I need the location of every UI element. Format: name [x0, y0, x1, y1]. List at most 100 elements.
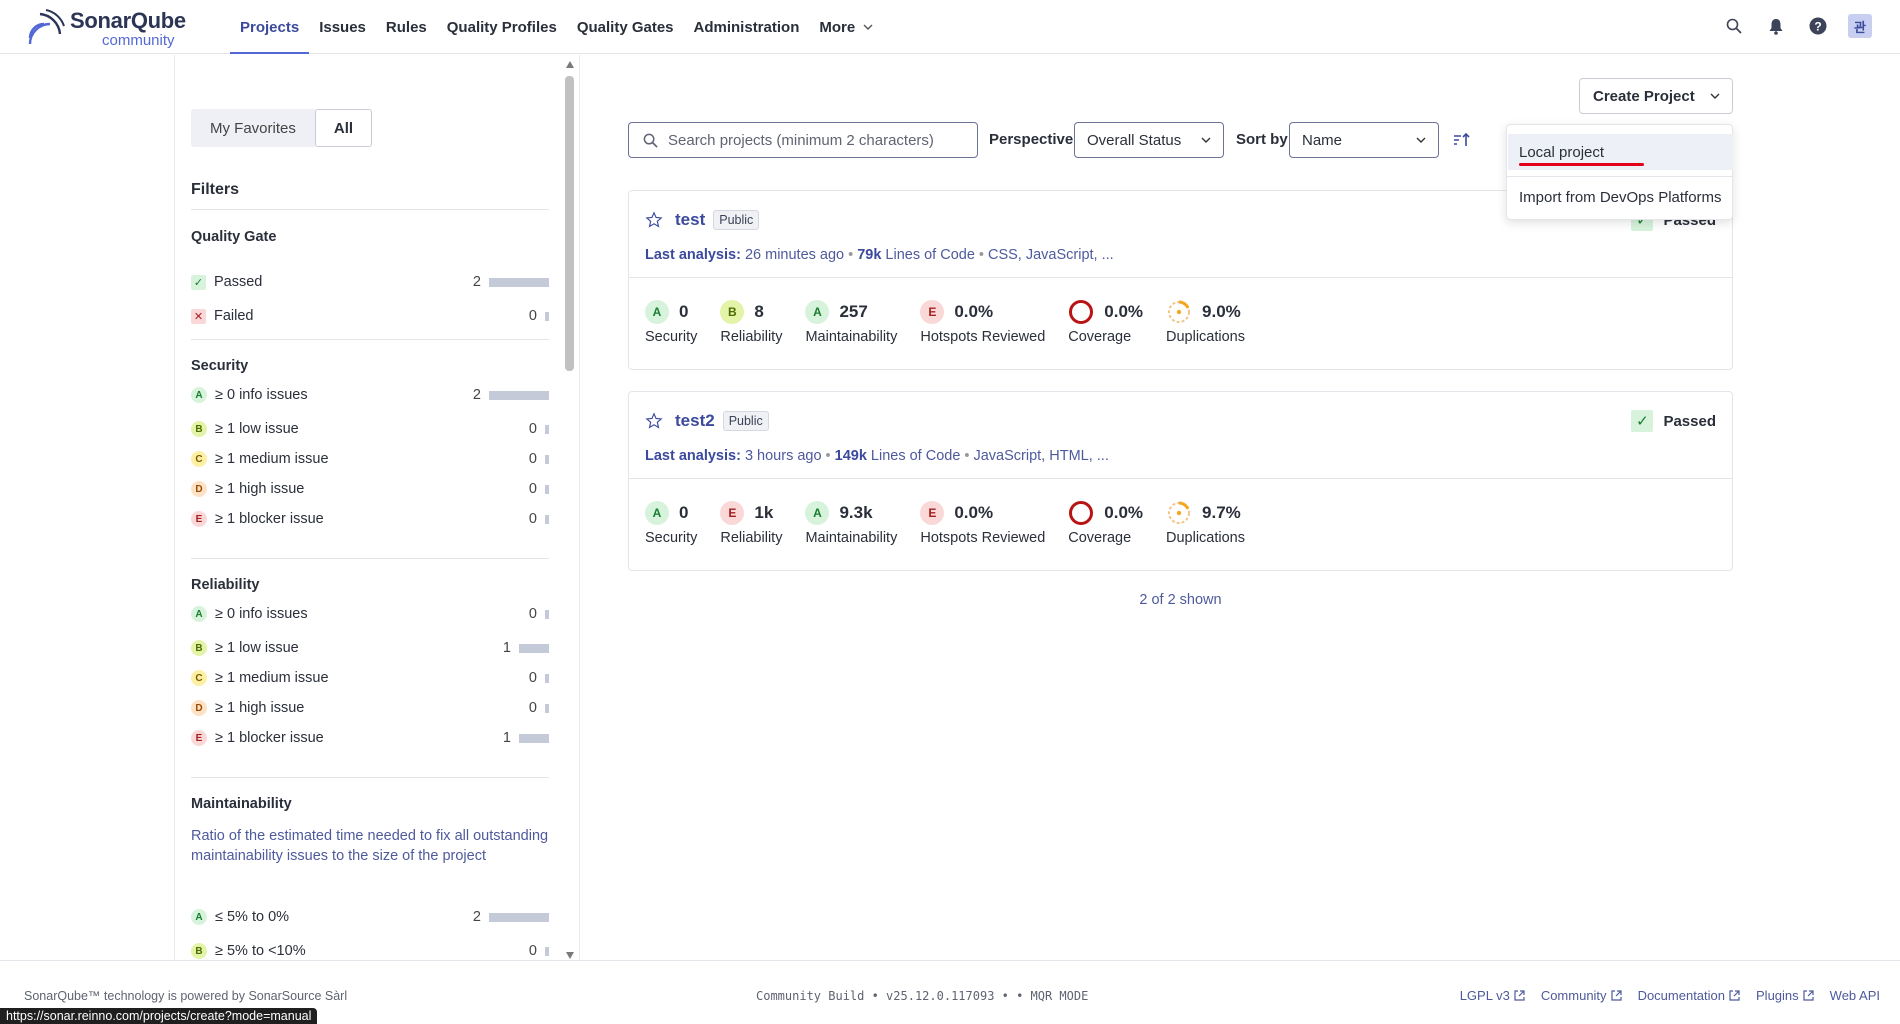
facet-label: ≥ 1 high issue	[215, 481, 305, 497]
sidebar-scrollbar[interactable]	[565, 61, 575, 959]
metric-label: Security	[645, 530, 698, 546]
facet-description: Ratio of the estimated time needed to fi…	[191, 828, 549, 864]
metric-maintainability[interactable]: A 257 Maintainability	[805, 299, 897, 345]
metric-security[interactable]: A 0 Security	[645, 500, 697, 546]
project-name-link[interactable]: test	[675, 210, 706, 229]
metric-value: 0	[679, 302, 689, 321]
footer-link-web-api[interactable]: Web API	[1829, 988, 1880, 1003]
main-nav: Projects Issues Rules Quality Profiles Q…	[230, 0, 883, 54]
metric-label: Reliability	[720, 530, 783, 546]
perspective-select[interactable]: Overall Status	[1074, 122, 1224, 158]
nav-quality-gates[interactable]: Quality Gates	[576, 18, 674, 36]
nav-quality-profiles[interactable]: Quality Profiles	[446, 18, 557, 36]
divider	[191, 209, 549, 210]
search-icon	[643, 133, 658, 148]
check-icon: ✓	[1631, 410, 1654, 432]
visibility-badge: Public	[713, 210, 760, 230]
metric-label: Duplications	[1166, 530, 1246, 546]
metric-hotspots-reviewed[interactable]: E 0.0% Hotspots Reviewed	[920, 299, 1045, 345]
nav-issues[interactable]: Issues	[319, 18, 366, 36]
nav-rules[interactable]: Rules	[385, 18, 427, 36]
create-project-button[interactable]: Create Project	[1579, 78, 1733, 114]
metric-duplications[interactable]: 9.0% Duplications	[1166, 299, 1245, 345]
scrollbar-thumb[interactable]	[565, 76, 574, 371]
sort-value: Name	[1302, 131, 1343, 149]
facet-label: ≥ 0 info issues	[215, 387, 308, 403]
metric-label: Reliability	[720, 329, 783, 345]
metric-coverage[interactable]: 0.0% Coverage	[1068, 299, 1143, 345]
facet-label: ≥ 0 info issues	[215, 606, 308, 622]
facet-bar	[489, 390, 549, 400]
footer-link-community[interactable]: Community	[1541, 988, 1622, 1003]
loc-label: Lines of Code	[870, 448, 961, 464]
metric-security[interactable]: A 0 Security	[645, 299, 697, 345]
search-icon[interactable]	[1722, 14, 1746, 38]
search-input-wrapper[interactable]	[628, 122, 978, 158]
metric-hotspots-reviewed[interactable]: E 0.0% Hotspots Reviewed	[920, 500, 1045, 546]
rating-badge: B	[720, 300, 745, 324]
facet-row-failed[interactable]: ✕ Failed 0	[191, 305, 549, 327]
facet-row-maintainability-a[interactable]: A ≤ 5% to 0% 2	[191, 906, 549, 928]
help-icon[interactable]: ?	[1806, 14, 1830, 38]
facet-count: 0	[528, 451, 537, 467]
facet-row-security-e[interactable]: E ≥ 1 blocker issue 0	[191, 508, 549, 530]
facet-row-reliability-e[interactable]: E ≥ 1 blocker issue 1	[191, 727, 549, 749]
footer-link-documentation[interactable]: Documentation	[1638, 988, 1740, 1003]
sonarqube-logo[interactable]: SonarQube community	[26, 6, 196, 49]
scroll-down-arrow-icon[interactable]	[566, 952, 574, 959]
metric-value: 9.7%	[1202, 503, 1241, 522]
sort-select[interactable]: Name	[1289, 122, 1439, 158]
facet-count: 1	[502, 730, 511, 746]
metric-label: Duplications	[1166, 329, 1246, 345]
facet-row-security-d[interactable]: D ≥ 1 high issue 0	[191, 478, 549, 500]
search-input[interactable]	[668, 131, 958, 149]
nav-more-label: More	[819, 18, 856, 36]
rating-badge: E	[191, 730, 207, 746]
perspective-value: Overall Status	[1087, 131, 1182, 149]
facet-row-maintainability-b[interactable]: B ≥ 5% to <10% 0	[191, 940, 549, 960]
facet-row-reliability-b[interactable]: B ≥ 1 low issue 1	[191, 637, 549, 659]
facet-count: 0	[528, 700, 537, 716]
divider	[629, 277, 1732, 278]
menu-item-import-devops[interactable]: Import from DevOps Platforms	[1519, 188, 1722, 206]
scroll-up-arrow-icon[interactable]	[566, 61, 574, 68]
facet-title-security: Security	[191, 358, 249, 374]
loc-value: 79k	[857, 247, 882, 263]
star-icon[interactable]	[645, 211, 663, 229]
facet-row-reliability-c[interactable]: C ≥ 1 medium issue 0	[191, 667, 549, 689]
star-icon[interactable]	[645, 412, 663, 430]
metric-value: 0.0%	[954, 503, 994, 522]
metric-label: Coverage	[1068, 329, 1132, 345]
nav-projects[interactable]: Projects	[230, 0, 310, 54]
facet-row-security-b[interactable]: B ≥ 1 low issue 0	[191, 418, 549, 440]
metric-duplications[interactable]: 9.7% Duplications	[1166, 500, 1245, 546]
metric-reliability[interactable]: E 1k Reliability	[720, 500, 782, 546]
metric-value: 9.3k	[839, 503, 873, 522]
footer-link-license[interactable]: LGPL v3	[1460, 988, 1525, 1003]
analysis-time: 3 hours ago	[744, 448, 822, 464]
facet-row-security-c[interactable]: C ≥ 1 medium issue 0	[191, 448, 549, 470]
nav-more[interactable]: More	[809, 0, 883, 54]
footer-link-plugins[interactable]: Plugins	[1756, 988, 1814, 1003]
menu-item-local-project[interactable]: Local project	[1508, 134, 1733, 170]
facet-row-reliability-a[interactable]: A ≥ 0 info issues 0	[191, 603, 549, 625]
facet-label: ≤ 5% to 0%	[215, 909, 290, 925]
rating-badge: A	[191, 909, 207, 925]
top-navigation-bar: SonarQube community Projects Issues Rule…	[0, 0, 1900, 54]
nav-administration[interactable]: Administration	[693, 18, 800, 36]
filters-title: Filters	[191, 181, 240, 198]
my-favorites-button[interactable]: My Favorites	[191, 109, 315, 147]
metric-maintainability[interactable]: A 9.3k Maintainability	[805, 500, 897, 546]
avatar[interactable]: 관	[1848, 14, 1872, 38]
facet-row-reliability-d[interactable]: D ≥ 1 high issue 0	[191, 697, 549, 719]
facet-row-security-a[interactable]: A ≥ 0 info issues 2	[191, 384, 549, 406]
project-metrics: A 0 Security B 8 Reliability A 257 Maintainabili…	[645, 299, 1268, 345]
facet-row-passed[interactable]: ✓ Passed 2	[191, 271, 549, 293]
metric-reliability[interactable]: B 8 Reliability	[720, 299, 782, 345]
facet-label: Failed	[214, 308, 254, 324]
metric-coverage[interactable]: 0.0% Coverage	[1068, 500, 1143, 546]
all-projects-button[interactable]: All	[314, 109, 373, 147]
sort-ascending-icon[interactable]	[1452, 130, 1472, 150]
bell-icon[interactable]	[1764, 14, 1788, 38]
project-name-link[interactable]: test2	[675, 411, 715, 430]
